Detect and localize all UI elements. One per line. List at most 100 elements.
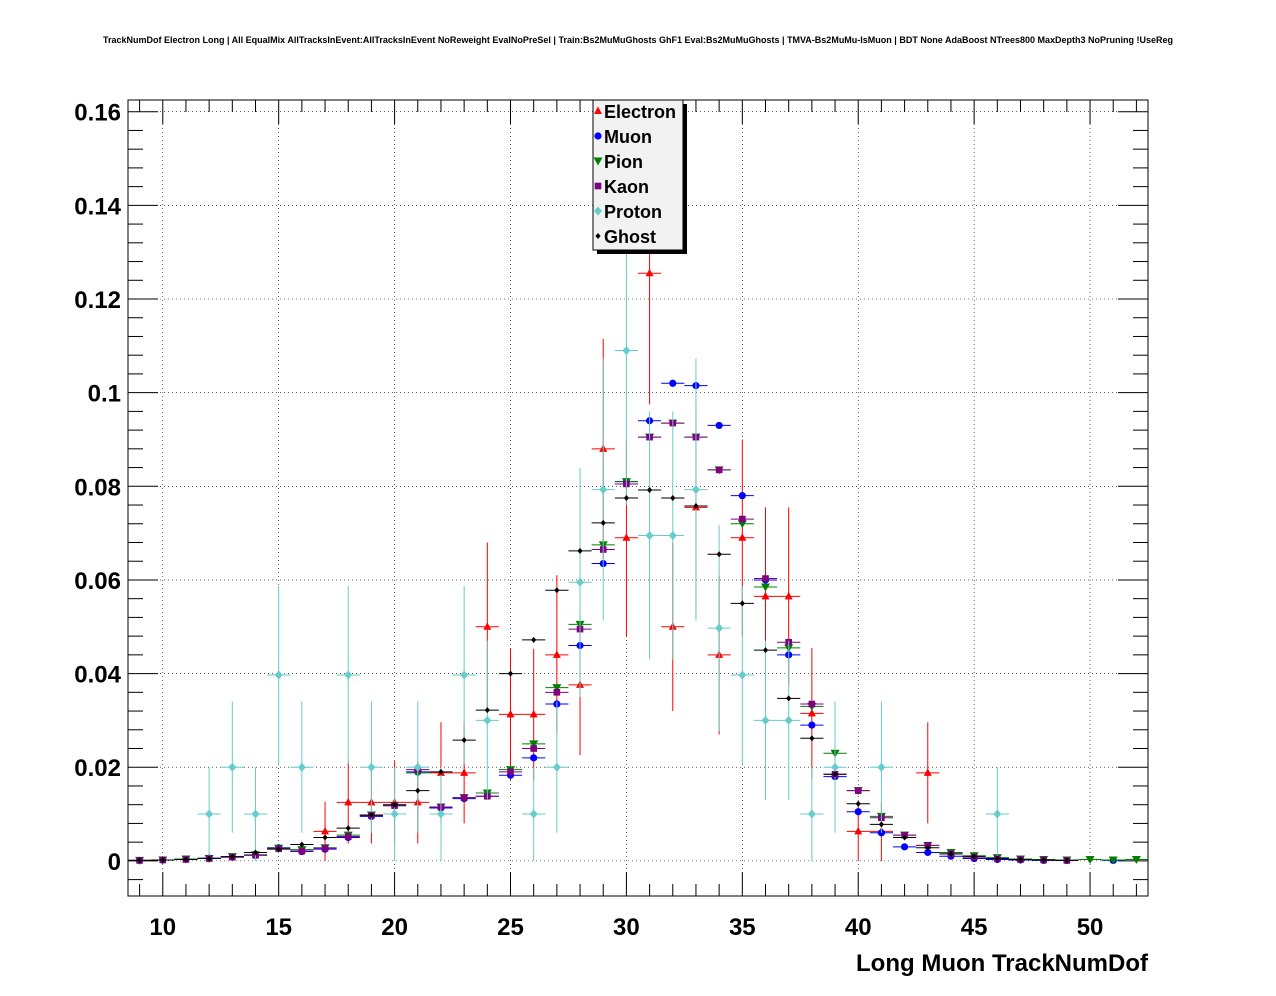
data-point bbox=[205, 809, 214, 819]
data-point bbox=[299, 841, 305, 848]
data-point bbox=[784, 715, 793, 725]
data-point bbox=[599, 485, 608, 495]
x-tick-label: 20 bbox=[381, 914, 408, 941]
data-point bbox=[529, 809, 538, 819]
y-tick-label: 0.1 bbox=[88, 381, 121, 408]
data-point bbox=[715, 466, 723, 474]
data-point bbox=[831, 762, 840, 772]
data-point bbox=[1108, 856, 1118, 865]
y-tick-label: 0.14 bbox=[74, 193, 121, 220]
data-point bbox=[274, 670, 283, 680]
x-tick-label: 40 bbox=[845, 914, 872, 941]
data-point bbox=[552, 762, 561, 772]
legend-label: Muon bbox=[604, 127, 652, 147]
x-tick-label: 10 bbox=[149, 914, 176, 941]
data-point bbox=[252, 849, 259, 856]
data-point bbox=[344, 797, 353, 806]
data-point bbox=[738, 670, 747, 680]
data-point bbox=[367, 762, 376, 772]
legend-marker bbox=[594, 106, 602, 114]
series-ghost bbox=[128, 487, 1079, 864]
data-point bbox=[506, 709, 515, 718]
data-point bbox=[900, 843, 909, 851]
data-point bbox=[297, 762, 306, 772]
y-tick-label: 0.16 bbox=[74, 100, 121, 127]
data-point bbox=[436, 809, 445, 819]
data-point bbox=[971, 853, 977, 860]
data-point bbox=[646, 487, 653, 494]
y-tick-label: 0.06 bbox=[74, 568, 121, 595]
data-point bbox=[948, 850, 954, 857]
data-point bbox=[344, 833, 352, 840]
legend-marker bbox=[594, 206, 602, 216]
y-tick-label: 0.12 bbox=[74, 287, 121, 314]
data-point bbox=[691, 485, 700, 495]
data-point bbox=[739, 600, 745, 607]
data-point bbox=[183, 856, 189, 863]
legend-label: Pion bbox=[604, 152, 643, 172]
data-point bbox=[854, 826, 863, 835]
data-point bbox=[693, 502, 699, 509]
data-point bbox=[321, 826, 330, 835]
data-point bbox=[761, 715, 770, 725]
data-point bbox=[925, 844, 931, 851]
data-point bbox=[715, 623, 724, 633]
legend-marker bbox=[595, 233, 601, 239]
data-point bbox=[762, 575, 769, 582]
data-point bbox=[993, 809, 1002, 819]
data-point bbox=[809, 735, 815, 742]
data-point bbox=[344, 670, 353, 680]
data-point bbox=[877, 762, 886, 772]
data-point bbox=[807, 809, 816, 819]
legend-marker bbox=[593, 157, 603, 166]
data-points bbox=[128, 142, 1148, 865]
data-point bbox=[390, 809, 399, 819]
x-tick-label: 35 bbox=[729, 914, 756, 941]
data-point bbox=[460, 794, 468, 801]
data-point bbox=[716, 551, 722, 558]
data-point bbox=[854, 787, 862, 794]
data-point bbox=[1017, 856, 1024, 863]
legend-label: Ghost bbox=[604, 227, 656, 247]
data-point bbox=[530, 745, 537, 752]
legend-label: Kaon bbox=[604, 177, 649, 197]
data-point bbox=[298, 847, 306, 855]
x-tick-label: 45 bbox=[961, 914, 988, 941]
data-point bbox=[368, 811, 375, 818]
data-point bbox=[438, 768, 444, 775]
axes: 10 15 20 25 30 35 40 45 50 0 0.02 0.04 0.06 0.08 0.1 0.… bbox=[74, 100, 1148, 941]
data-point bbox=[715, 421, 723, 430]
data-point bbox=[484, 707, 490, 714]
data-point bbox=[413, 762, 422, 772]
x-tick-label: 15 bbox=[265, 914, 292, 941]
legend-label: Proton bbox=[604, 202, 662, 222]
data-point bbox=[483, 715, 492, 725]
data-point bbox=[322, 834, 328, 841]
x-tick-label: 30 bbox=[613, 914, 640, 941]
data-point bbox=[460, 768, 469, 776]
data-point bbox=[415, 787, 421, 794]
y-tick-label: 0.08 bbox=[74, 474, 121, 501]
data-point bbox=[345, 825, 351, 832]
data-point bbox=[552, 684, 562, 693]
data-point bbox=[507, 768, 514, 776]
legend-label: Electron bbox=[604, 102, 676, 122]
data-point bbox=[738, 533, 747, 541]
data-point bbox=[622, 346, 631, 356]
data-point bbox=[229, 853, 235, 860]
data-point bbox=[576, 577, 585, 587]
legend-marker bbox=[594, 182, 602, 190]
data-point bbox=[923, 768, 932, 776]
data-point bbox=[808, 721, 816, 729]
data-point bbox=[554, 587, 560, 594]
data-point bbox=[160, 856, 166, 863]
y-tick-label: 0 bbox=[108, 849, 121, 876]
data-point bbox=[994, 855, 1000, 862]
data-point bbox=[739, 515, 746, 523]
data-point bbox=[761, 591, 770, 600]
data-point bbox=[784, 591, 793, 600]
data-point bbox=[531, 636, 537, 643]
data-point bbox=[251, 809, 260, 819]
data-point bbox=[901, 834, 908, 841]
data-point bbox=[206, 855, 212, 862]
